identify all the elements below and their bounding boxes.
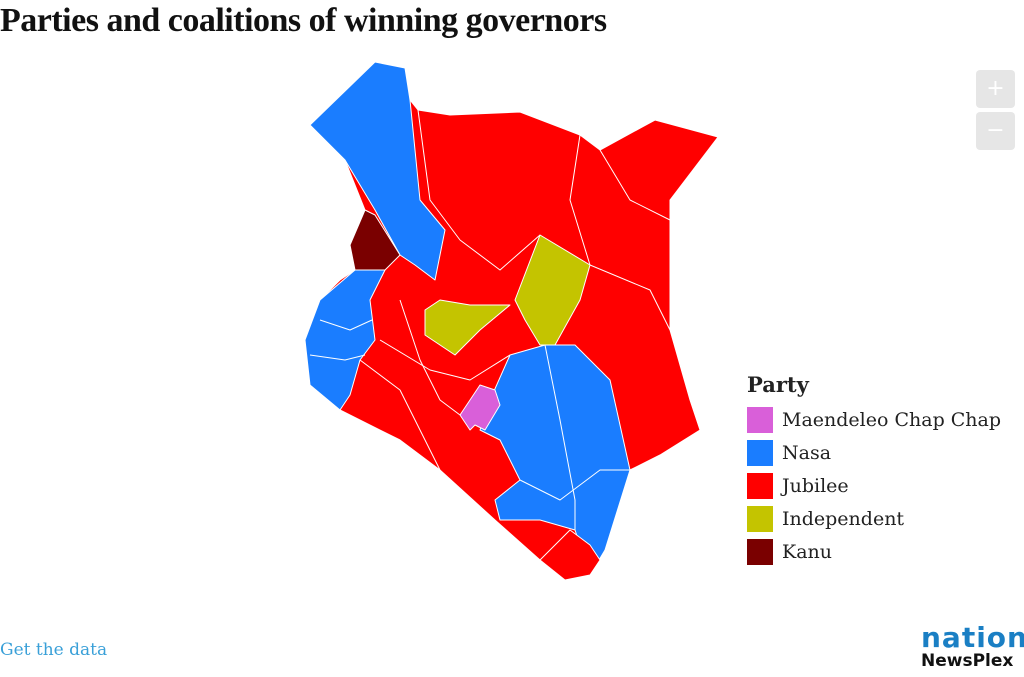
county-border: [544, 344, 576, 530]
legend-label: Maendeleo Chap Chap: [782, 408, 1002, 431]
zoom-out-button[interactable]: −: [976, 112, 1015, 150]
page-title: Parties and coalitions of winning govern…: [0, 2, 607, 39]
region-nasa-east[interactable]: [479, 344, 631, 576]
county-border: [359, 359, 441, 471]
legend-swatch: [747, 439, 773, 466]
legend-swatch: [747, 505, 773, 532]
legend-label: Kanu: [782, 540, 832, 563]
legend-item: Independent: [747, 502, 1001, 535]
legend-label: Jubilee: [782, 474, 849, 497]
region-independent-laikipia[interactable]: [424, 299, 511, 356]
county-border: [309, 354, 366, 361]
legend-swatch: [747, 472, 773, 499]
legend-item: Kanu: [747, 535, 1001, 568]
county-border: [319, 319, 373, 331]
legend-title: Party: [747, 372, 809, 397]
legend-item: Maendeleo Chap Chap: [747, 403, 1001, 436]
legend-item: Jubilee: [747, 469, 1001, 502]
nation-newsplex-logo: nation NewsPlex: [921, 621, 1024, 671]
legend-swatch: [747, 538, 773, 565]
region-jubilee-south[interactable]: [539, 529, 601, 581]
county-border: [399, 299, 461, 416]
legend-label: Independent: [782, 507, 905, 530]
legend: Party Maendeleo Chap Chap Nasa Jubilee Inde…: [747, 372, 1001, 568]
region-maendeleo[interactable]: [459, 384, 501, 431]
region-independent-isiolo[interactable]: [514, 234, 591, 346]
county-border: [519, 469, 630, 501]
legend-label: Nasa: [782, 441, 832, 464]
county-border: [599, 149, 671, 221]
region-nasa-northwest[interactable]: [309, 61, 446, 281]
zoom-in-button[interactable]: +: [976, 70, 1015, 108]
county-border: [379, 339, 511, 381]
county-border: [417, 109, 541, 271]
get-the-data-link[interactable]: Get the data: [0, 640, 108, 660]
region-nasa-west[interactable]: [304, 269, 386, 411]
legend-item: Nasa: [747, 436, 1001, 469]
legend-swatch: [747, 406, 773, 433]
